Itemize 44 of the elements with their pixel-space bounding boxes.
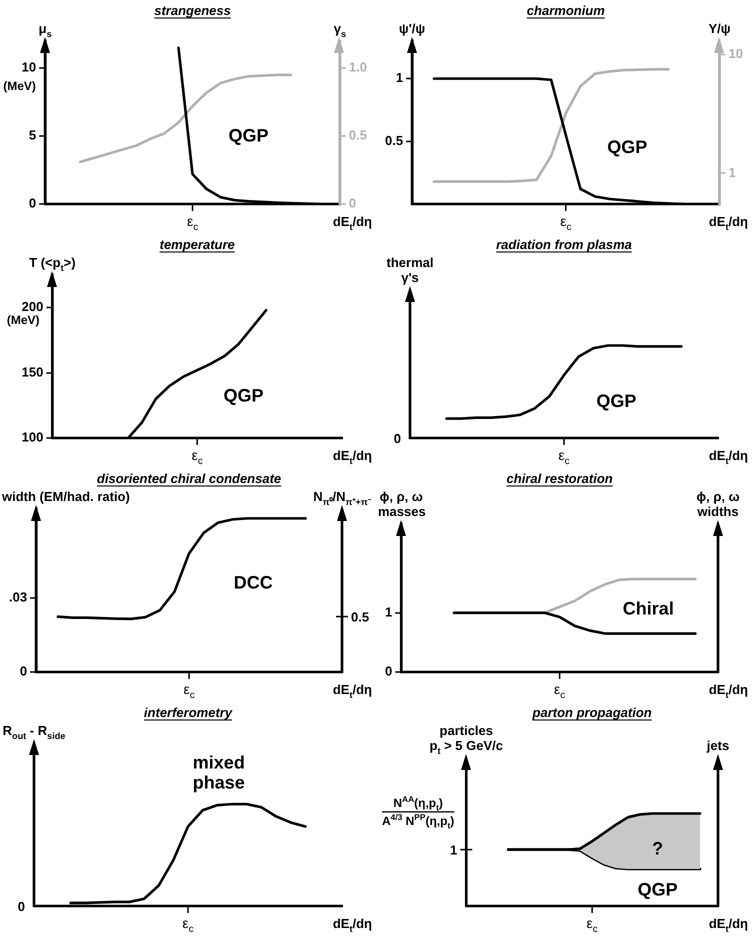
annotation: DCC bbox=[234, 572, 273, 592]
y-axis-title: width (EM/had. ratio) bbox=[1, 489, 130, 504]
y-tick-label: 200 bbox=[22, 299, 44, 314]
annotation: QGP bbox=[607, 136, 648, 157]
y-axis-title: ψ'/ψ bbox=[398, 21, 426, 36]
y-tick-label: 0 bbox=[384, 664, 392, 679]
chart-title: chiral restoration bbox=[506, 471, 613, 486]
y-axis-title: thermal γ's bbox=[386, 255, 434, 285]
chart-title: interferometry bbox=[144, 705, 233, 720]
chart-title: charmonium bbox=[526, 3, 606, 18]
text: (MeV) bbox=[3, 78, 36, 93]
chart-title: parton propagation bbox=[532, 705, 652, 720]
annotation: QGP bbox=[638, 880, 678, 900]
y-tick-label: 150 bbox=[22, 364, 44, 380]
y2-tick-label: 0.5 bbox=[348, 128, 368, 143]
y2-axis-title: Υ/ψ bbox=[708, 21, 731, 36]
y-tick-label: 0 bbox=[28, 196, 36, 211]
y-tick-label: .03 bbox=[8, 589, 28, 604]
annotation: QGP bbox=[224, 386, 264, 406]
y-tick-label: 0 bbox=[20, 664, 28, 679]
y2-axis-title: jets bbox=[706, 738, 730, 753]
annotation: QGP bbox=[228, 126, 269, 146]
y2-tick-label: 1 bbox=[728, 164, 736, 180]
y-tick-label: 5 bbox=[28, 128, 36, 143]
annotation: QGP bbox=[596, 391, 636, 411]
y-tick-label: 1 bbox=[384, 604, 392, 620]
text: 0.5 bbox=[351, 610, 370, 625]
y2-tick-label: 1.0 bbox=[348, 60, 368, 75]
annotation: ? bbox=[652, 838, 664, 858]
text: (MeV) bbox=[6, 312, 40, 327]
text: mixed phase bbox=[192, 752, 245, 792]
y-tick-label: 0.5 bbox=[384, 132, 404, 148]
text: 1 bbox=[450, 842, 458, 858]
chart-title: temperature bbox=[160, 237, 235, 252]
chart-title: strangeness bbox=[154, 3, 231, 18]
y2-axis-title: ϕ, ρ, ω widths bbox=[696, 489, 740, 519]
y-tick-label: 10 bbox=[22, 60, 36, 75]
y-tick-label: 100 bbox=[22, 430, 44, 445]
y2-tick-label: 10 bbox=[728, 46, 744, 62]
chart-title: disoriented chiral condensate bbox=[96, 471, 282, 486]
annotation: Chiral bbox=[622, 598, 674, 618]
y-axis-title: ϕ, ρ, ω masses bbox=[378, 489, 426, 519]
y2-tick-label: 0 bbox=[348, 196, 356, 211]
chart-title: radiation from plasma bbox=[496, 237, 632, 252]
